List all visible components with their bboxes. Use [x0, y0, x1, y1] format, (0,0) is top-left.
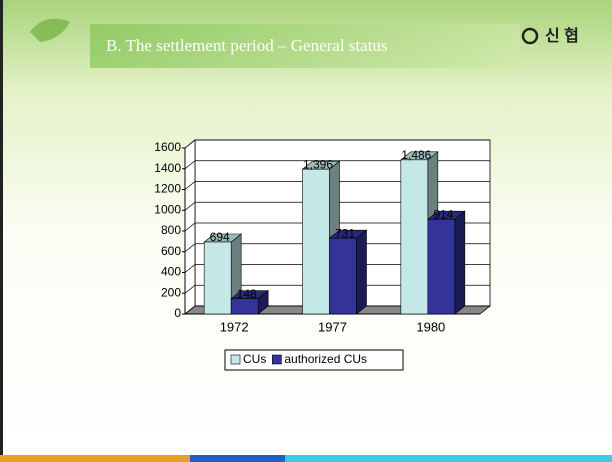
logo-symbol — [521, 27, 539, 45]
legend-swatch — [230, 354, 241, 365]
footer-orange — [0, 455, 190, 462]
grid-line-side — [184, 243, 196, 253]
y-tick-label: 600 — [161, 244, 181, 258]
y-tick-label: 400 — [161, 265, 181, 279]
grid-line-side — [184, 284, 196, 294]
data-label: 731 — [335, 226, 355, 240]
bar — [302, 168, 330, 315]
y-tick-label: 1000 — [154, 202, 181, 216]
grid-line-side — [184, 264, 196, 273]
bar-side — [454, 210, 466, 315]
grid-line-side — [184, 222, 196, 232]
y-tick-label: 1400 — [154, 161, 181, 175]
data-label: 148 — [237, 287, 257, 301]
y-tick-label: 1600 — [154, 140, 181, 154]
y-tick-label: 0 — [174, 306, 181, 320]
y-tick-label: 800 — [161, 223, 181, 237]
bar — [329, 237, 357, 315]
x-tick-label: 1977 — [318, 319, 347, 334]
grid-line-side — [184, 160, 196, 170]
data-label: 694 — [210, 230, 230, 244]
x-tick-label: 1980 — [416, 319, 445, 334]
data-label: 914 — [433, 207, 453, 221]
data-label: 1,486 — [401, 148, 431, 162]
logo-leaf — [30, 18, 70, 42]
slide-title: B. The settlement period – General statu… — [106, 36, 388, 55]
y-tick-label: 1200 — [154, 182, 181, 196]
y-tick-label: 200 — [161, 285, 181, 299]
bar-side — [356, 229, 367, 315]
x-tick-label: 1972 — [220, 319, 249, 334]
legend-swatch — [272, 354, 282, 365]
footer-blue — [190, 455, 285, 462]
bar — [400, 159, 429, 315]
grid-line-side — [184, 139, 196, 149]
bar — [203, 241, 232, 315]
data-label: 1,396 — [303, 157, 333, 171]
legend-label: authorized CUs — [284, 352, 367, 366]
logo-text: 신 협 — [545, 26, 579, 45]
bar — [427, 218, 456, 315]
legend-label: CUs — [243, 352, 266, 366]
left-edge — [0, 0, 3, 462]
legend-box — [224, 349, 404, 371]
grid-line-side — [184, 305, 196, 315]
grid-line-side — [184, 181, 196, 190]
bar — [230, 298, 259, 315]
grid-line-side — [184, 201, 196, 211]
title-band — [90, 24, 520, 68]
footer-cyan — [285, 455, 612, 462]
